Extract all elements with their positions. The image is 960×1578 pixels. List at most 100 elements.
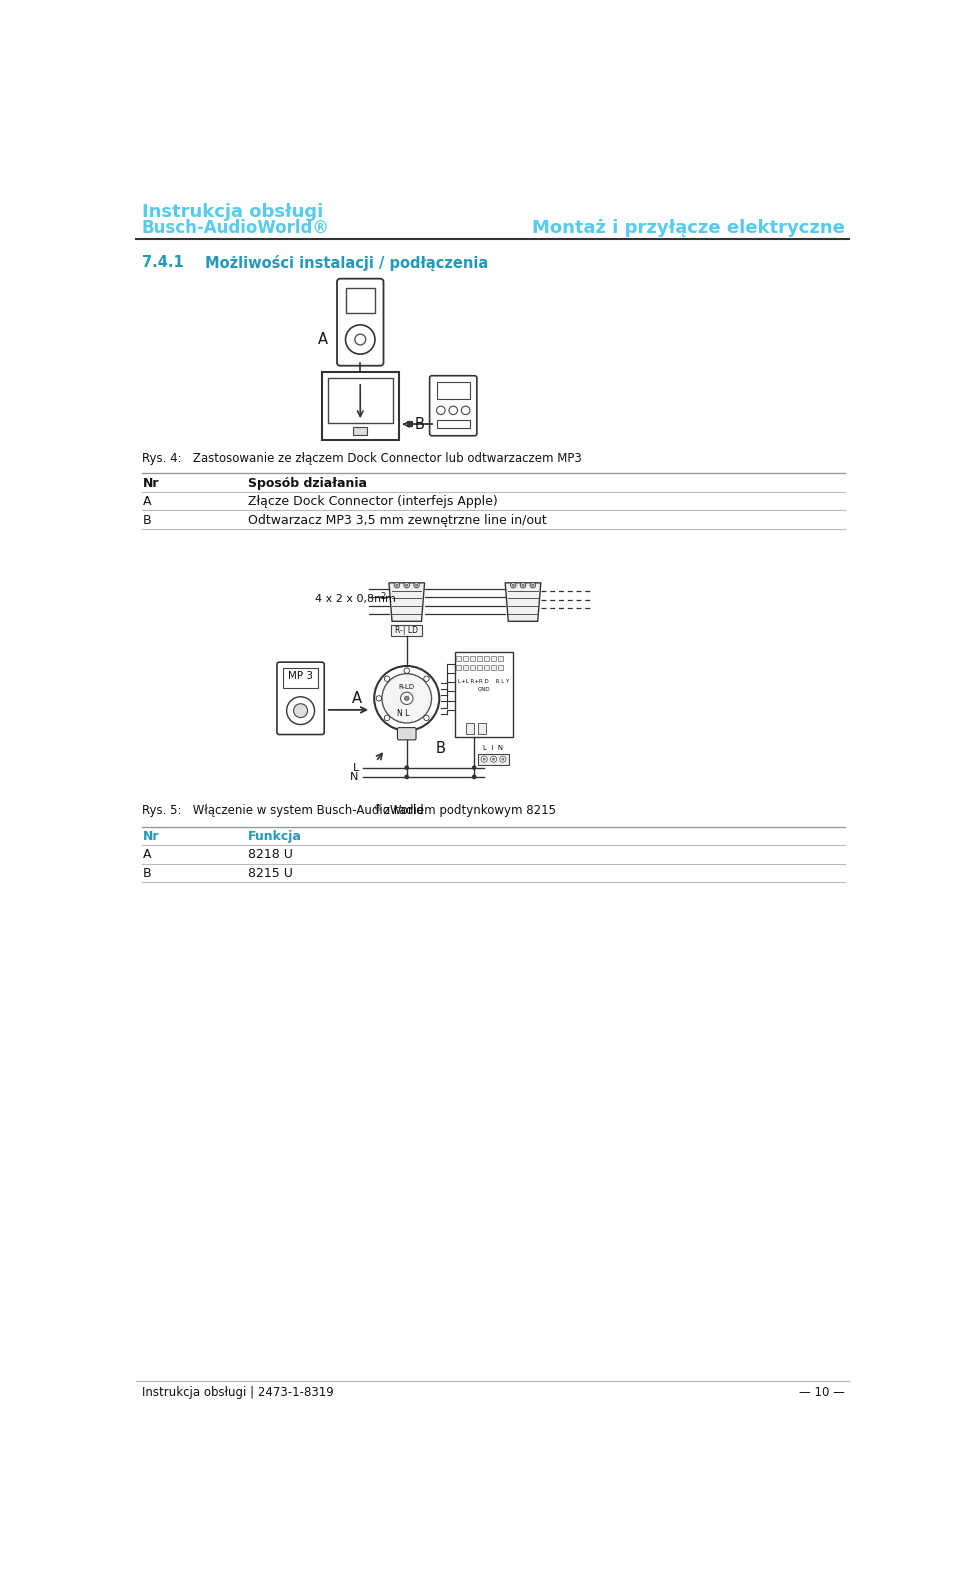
FancyBboxPatch shape [276,663,324,734]
Circle shape [483,757,486,761]
Circle shape [405,584,408,587]
Bar [407,421,413,428]
Circle shape [384,675,390,682]
Circle shape [384,715,390,721]
Bar [437,382,469,399]
Circle shape [530,582,536,589]
Circle shape [472,765,476,770]
Circle shape [346,325,375,353]
Text: L  I  N: L I N [484,745,504,751]
Text: Instrukcja obsługi: Instrukcja obsługi [142,204,323,221]
Text: GND: GND [477,686,491,691]
Text: B: B [143,866,152,881]
Text: L+L R+R D    R L Y: L+L R+R D R L Y [458,679,510,685]
Circle shape [472,775,476,780]
Bar [498,656,503,661]
Text: A: A [318,331,327,347]
Text: R-LD: R-LD [398,683,415,690]
Text: Busch-AudioWorld®: Busch-AudioWorld® [142,219,329,237]
Text: B: B [436,740,445,756]
Circle shape [423,715,429,721]
Text: B: B [415,417,424,432]
Text: Rys. 4:   Zastosowanie ze złączem Dock Connector lub odtwarzaczem MP3: Rys. 4: Zastosowanie ze złączem Dock Con… [142,451,582,466]
Circle shape [404,775,409,780]
FancyBboxPatch shape [337,279,383,366]
Circle shape [404,696,409,701]
Text: Sposób działania: Sposób działania [248,477,367,489]
Bar [437,420,469,428]
Text: MP 3: MP 3 [288,671,313,680]
Text: 8215 U: 8215 U [248,866,293,881]
Circle shape [520,582,526,589]
Bar [346,287,375,312]
Bar [484,656,489,661]
Bar [464,656,468,661]
Circle shape [374,666,440,731]
Bar [322,372,399,440]
Bar [392,625,422,636]
Text: Funkcja: Funkcja [248,830,301,843]
Bar [464,666,468,669]
Text: Możliwości instalacji / podłączenia: Możliwości instalacji / podłączenia [205,254,489,271]
Circle shape [423,675,429,682]
Text: B: B [143,513,152,527]
Bar [467,723,474,734]
Circle shape [511,582,516,589]
Circle shape [481,756,488,762]
Text: Montaż i przyłącze elektryczne: Montaż i przyłącze elektryczne [532,219,845,237]
Text: 2: 2 [380,592,386,601]
Circle shape [492,757,494,761]
Text: Odtwarzacz MP3 3,5 mm zewnętrzne line in/out: Odtwarzacz MP3 3,5 mm zewnętrzne line in… [248,513,546,527]
Polygon shape [389,582,424,622]
Bar [470,656,475,661]
Text: z radiem podtynkowym 8215: z radiem podtynkowym 8215 [380,803,557,817]
Bar [477,666,482,669]
Bar [492,656,496,661]
Text: 7.4.1: 7.4.1 [142,254,183,270]
Circle shape [396,584,398,587]
Text: R-| LD: R-| LD [396,626,419,634]
Text: Instrukcja obsługi | 2473-1-8319: Instrukcja obsługi | 2473-1-8319 [142,1385,333,1400]
Bar [456,666,461,669]
Circle shape [416,584,418,587]
Text: A: A [351,691,362,705]
Circle shape [502,757,504,761]
Circle shape [404,667,410,674]
Bar [456,656,461,661]
Circle shape [449,406,458,415]
Bar [477,656,482,661]
FancyBboxPatch shape [397,727,416,740]
Text: Nr: Nr [143,477,159,489]
Circle shape [404,765,409,770]
Text: Rys. 5:   Włączenie w system Busch-AudioWorld: Rys. 5: Włączenie w system Busch-AudioWo… [142,803,423,817]
Circle shape [287,697,315,724]
Text: 4 x 2 x 0,8mm: 4 x 2 x 0,8mm [315,593,396,604]
Circle shape [294,704,307,718]
Text: L: L [352,762,359,773]
Bar [470,666,475,669]
Circle shape [522,584,524,587]
Circle shape [512,584,515,587]
Circle shape [491,756,496,762]
Text: A: A [143,849,152,862]
Polygon shape [505,582,540,622]
Bar [498,666,503,669]
FancyBboxPatch shape [430,376,477,436]
Circle shape [376,696,381,701]
Text: Nr: Nr [143,830,159,843]
Bar [327,379,393,423]
Circle shape [500,756,506,762]
Circle shape [355,335,366,346]
Circle shape [437,406,445,415]
Text: N L: N L [396,709,409,718]
Text: A: A [143,495,152,508]
Bar [283,669,318,688]
Circle shape [414,582,420,589]
Text: — 10 —: — 10 — [799,1385,845,1400]
Circle shape [382,674,432,723]
Circle shape [532,584,534,587]
Bar [492,666,496,669]
Text: 8218 U: 8218 U [248,849,293,862]
Bar [484,666,489,669]
Circle shape [404,582,410,589]
